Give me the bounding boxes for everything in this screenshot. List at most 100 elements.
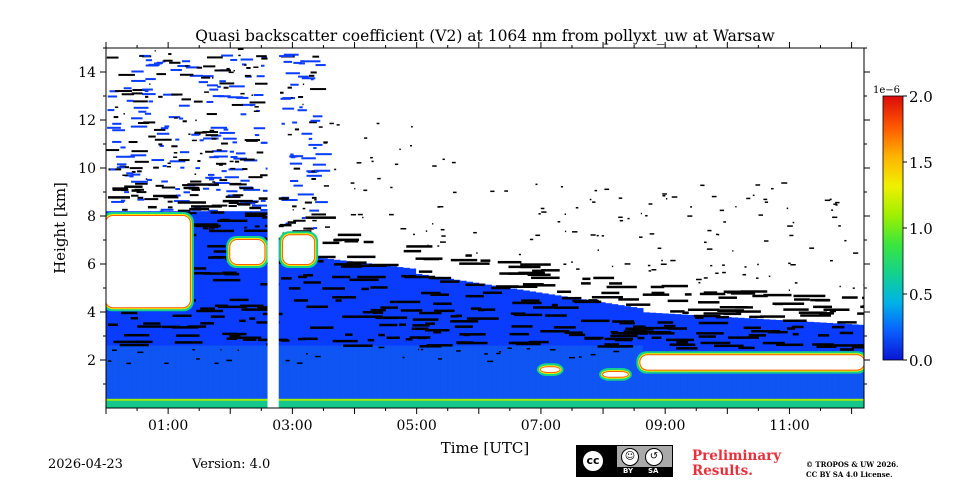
noise-streak	[207, 245, 226, 248]
noise-streak	[648, 203, 653, 205]
noise-streak	[388, 213, 394, 216]
sparse-signal-streak	[206, 56, 223, 59]
sparse-signal-streak	[120, 199, 126, 202]
sparse-signal-streak	[254, 134, 260, 137]
sparse-signal-streak	[226, 190, 238, 193]
sparse-signal-streak	[219, 82, 235, 85]
noise-streak	[719, 209, 725, 212]
noise-streak	[610, 330, 618, 334]
noise-streak	[459, 333, 486, 336]
noise-streak	[576, 268, 580, 270]
noise-streak	[772, 302, 805, 305]
noise-streak	[717, 233, 720, 236]
noise-streak	[345, 333, 353, 336]
sparse-signal-streak	[256, 151, 264, 154]
boundary-layer-band	[188, 345, 196, 401]
sparse-signal-streak	[121, 93, 134, 96]
noise-streak	[173, 152, 178, 154]
noise-streak	[768, 275, 771, 278]
noise-streak	[835, 201, 840, 204]
noise-streak	[306, 305, 329, 309]
cloud-patch	[283, 235, 315, 264]
sparse-signal-streak	[113, 116, 119, 119]
sparse-signal-streak	[205, 176, 222, 179]
boundary-layer-band	[788, 355, 796, 401]
noise-streak	[817, 334, 830, 337]
sparse-signal-streak	[202, 75, 214, 78]
noise-streak	[580, 282, 591, 285]
aerosol-column	[440, 277, 448, 401]
noise-streak	[508, 341, 538, 345]
noise-streak	[437, 245, 440, 247]
aerosol-column	[503, 287, 511, 401]
colorbar-ticks: 0.0 0.5 1.0 1.5 2.0	[903, 88, 933, 370]
boundary-layer-band	[466, 345, 473, 401]
sparse-signal-streak	[203, 137, 219, 140]
sparse-signal-streak	[209, 88, 219, 91]
boundary-layer-band	[781, 355, 789, 401]
colorbar-tick-label: 0.0	[909, 352, 933, 370]
noise-streak	[743, 326, 761, 330]
boundary-layer-band	[320, 345, 328, 401]
sparse-signal-streak	[126, 172, 134, 175]
noise-streak	[763, 198, 768, 201]
noise-streak	[571, 261, 573, 263]
sparse-signal-streak	[107, 126, 121, 129]
noise-streak	[298, 275, 308, 279]
boundary-layer-band	[586, 345, 593, 401]
noise-streak	[640, 212, 642, 215]
sparse-signal-streak	[315, 153, 332, 156]
sparse-signal-streak	[221, 142, 228, 145]
noise-streak	[315, 355, 321, 358]
noise-streak	[405, 338, 413, 341]
noise-streak	[786, 207, 789, 210]
noise-streak	[281, 277, 292, 280]
sparse-signal-streak	[310, 119, 321, 122]
noise-streak	[662, 195, 666, 197]
sparse-signal-streak	[181, 98, 191, 101]
sparse-signal-streak	[124, 174, 134, 177]
sparse-signal-streak	[132, 100, 148, 103]
near-surface-layer	[106, 400, 864, 408]
noise-streak	[216, 149, 222, 151]
sparse-signal-streak	[301, 157, 316, 160]
noise-streak	[670, 259, 676, 262]
boundary-layer-band	[819, 355, 827, 401]
sparse-signal-streak	[134, 160, 149, 163]
noise-streak	[794, 298, 810, 301]
noise-streak	[167, 162, 171, 165]
noise-streak	[601, 291, 620, 295]
noise-streak	[560, 185, 563, 188]
sparse-signal-streak	[226, 195, 231, 198]
noise-streak	[751, 329, 781, 333]
noise-streak	[149, 83, 151, 85]
noise-streak	[695, 316, 704, 319]
noise-streak	[145, 178, 148, 180]
noise-streak	[715, 272, 719, 275]
cc-license-badge[interactable]: cc ☺ ↺ BY SA	[576, 445, 673, 477]
boundary-layer-band	[232, 345, 240, 401]
boundary-layer-band	[592, 345, 600, 401]
noise-streak	[676, 347, 698, 350]
noise-streak	[498, 350, 502, 353]
noise-streak	[229, 298, 249, 302]
sparse-signal-streak	[289, 180, 299, 183]
boundary-layer-band	[472, 345, 480, 401]
noise-streak	[285, 359, 290, 362]
noise-streak	[233, 69, 235, 72]
sparse-signal-streak	[141, 88, 153, 91]
noise-streak	[174, 117, 178, 119]
noise-streak	[112, 187, 129, 190]
noise-streak	[303, 281, 322, 284]
sparse-signal-streak	[194, 131, 207, 134]
version-label: Version: 4.0	[192, 457, 271, 472]
noise-streak	[667, 327, 687, 330]
aerosol-column	[377, 264, 385, 401]
noise-streak	[700, 341, 731, 345]
boundary-layer-band	[371, 345, 379, 401]
noise-streak	[343, 344, 373, 347]
preliminary-line-1: Preliminary	[692, 448, 782, 464]
noise-streak	[860, 305, 864, 309]
noise-streak	[703, 312, 736, 315]
noise-streak	[161, 325, 180, 329]
